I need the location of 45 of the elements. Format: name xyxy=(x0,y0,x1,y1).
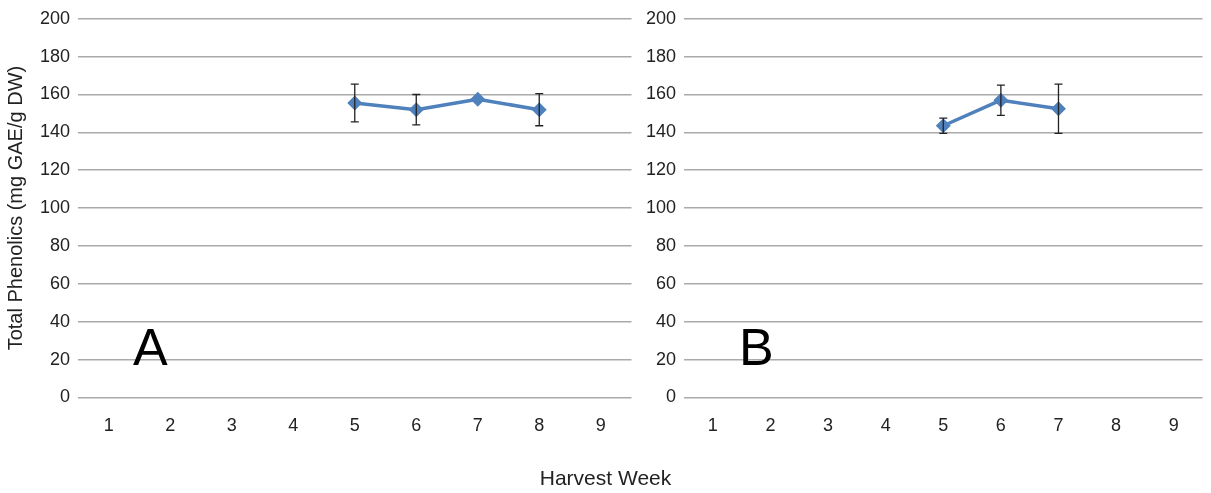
y-tick-label: 100 xyxy=(39,197,71,218)
x-tick-label: 9 xyxy=(1168,415,1179,436)
y-tick-label: 120 xyxy=(39,159,71,180)
x-tick-label: 2 xyxy=(165,415,176,436)
y-tick-label: 40 xyxy=(656,310,677,331)
x-tick-label: 2 xyxy=(765,415,776,436)
annotation: A xyxy=(133,318,169,377)
y-tick-label: 0 xyxy=(60,386,71,407)
x-tick-label: 3 xyxy=(226,415,237,436)
x-tick-label: 3 xyxy=(823,415,834,436)
y-tick-label: 20 xyxy=(50,348,71,369)
y-tick-label: 180 xyxy=(645,45,677,66)
point xyxy=(471,92,485,106)
y-axis-title: Total Phenolics (mg GAE/g DW) xyxy=(3,65,26,351)
y-tick-label: 180 xyxy=(39,45,71,66)
y-tick-label: 80 xyxy=(50,234,71,255)
y-tick-label: 160 xyxy=(39,83,71,104)
x-tick-label: 6 xyxy=(411,415,422,436)
annotation: B xyxy=(739,318,774,377)
x-tick-label: 7 xyxy=(472,415,483,436)
x-tick-label: 4 xyxy=(880,415,891,436)
x-tick-label: 7 xyxy=(1053,415,1064,436)
x-tick-label: 8 xyxy=(534,415,545,436)
x-tick-label: 1 xyxy=(103,415,114,436)
y-tick-label: 200 xyxy=(39,7,71,28)
x-tick-label: 5 xyxy=(938,415,949,436)
x-axis-title: Harvest Week xyxy=(538,466,673,490)
y-tick-label: 120 xyxy=(645,159,677,180)
y-tick-label: 140 xyxy=(645,121,677,142)
y-tick-label: 200 xyxy=(645,7,677,28)
x-tick-label: 6 xyxy=(995,415,1006,436)
y-tick-label: 40 xyxy=(50,310,71,331)
x-tick-label: 9 xyxy=(595,415,606,436)
x-tick-label: 8 xyxy=(1111,415,1122,436)
y-tick-label: 60 xyxy=(656,272,677,293)
y-tick-label: 60 xyxy=(50,272,71,293)
x-tick-label: 5 xyxy=(349,415,360,436)
y-tick-label: 160 xyxy=(645,83,677,104)
y-tick-label: 100 xyxy=(645,197,677,218)
y-tick-label: 20 xyxy=(656,348,677,369)
x-tick-label: 1 xyxy=(707,415,718,436)
y-tick-label: 140 xyxy=(39,121,71,142)
y-tick-label: 0 xyxy=(666,386,677,407)
x-tick-label: 4 xyxy=(288,415,299,436)
y-tick-label: 80 xyxy=(656,234,677,255)
